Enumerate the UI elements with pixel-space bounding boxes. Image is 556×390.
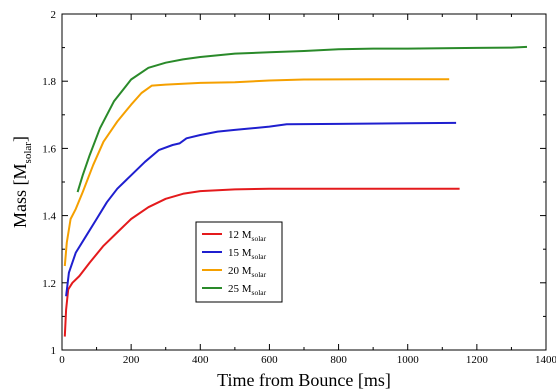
x-tick-label: 0	[59, 354, 65, 366]
legend-label-3: 20 Msolar	[228, 265, 267, 279]
series-line-3	[63, 78, 450, 267]
legend-label-4: 25 Msolar	[228, 283, 267, 297]
x-tick-label: 1200	[466, 354, 489, 366]
x-tick-label: 1000	[397, 354, 420, 366]
axis-ticks: 0 200 400 600 800 1000 1200 1400 1 1.2 1.4 1.6 1.8 2	[42, 9, 556, 366]
x-tick-label: 600	[261, 354, 278, 366]
series-lines	[63, 45, 528, 337]
legend-label-sub: solar	[252, 234, 267, 243]
legend-label-sub: solar	[252, 252, 267, 261]
y-tick-label: 1.4	[42, 211, 56, 223]
legend-label-2: 15 Msolar	[228, 247, 267, 261]
x-tick-label: 1400	[535, 354, 556, 366]
legend-label-main: 25 M	[228, 283, 252, 295]
legend-label-1: 12 Msolar	[228, 229, 267, 243]
legend-label-main: 20 M	[228, 265, 252, 277]
x-tick-label: 200	[123, 354, 140, 366]
x-tick-label: 400	[192, 354, 209, 366]
series-line-2	[65, 121, 457, 297]
y-tick-label: 1.6	[42, 143, 56, 155]
y-tick-label: 1.8	[42, 76, 56, 88]
y-axis-title: Mass [Msolar]	[10, 136, 34, 228]
series-line-1	[63, 187, 460, 337]
y-axis-title-sub: solar	[22, 142, 34, 164]
y-axis-title-close: ]	[10, 136, 30, 142]
legend-label-sub: solar	[252, 270, 267, 279]
y-axis-title-main: Mass [M	[10, 163, 30, 228]
x-tick-label: 800	[330, 354, 347, 366]
y-tick-label: 1.2	[42, 278, 56, 290]
legend-label-sub: solar	[252, 288, 267, 297]
y-tick-label: 2	[51, 9, 57, 21]
plot-frame	[61, 13, 547, 351]
x-axis-title: Time from Bounce [ms]	[217, 370, 391, 390]
series-line-4	[76, 45, 528, 193]
legend-label-main: 12 M	[228, 229, 252, 241]
y-tick-label: 1	[51, 345, 57, 357]
legend-label-main: 15 M	[228, 247, 252, 259]
plot-area	[61, 13, 547, 351]
